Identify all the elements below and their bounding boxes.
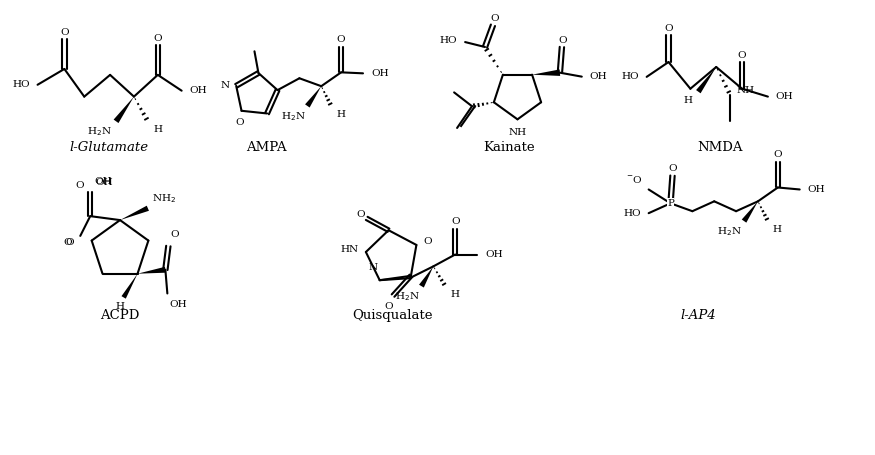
Text: O: O bbox=[60, 28, 69, 37]
Text: Kainate: Kainate bbox=[484, 142, 536, 155]
Text: H: H bbox=[154, 125, 163, 134]
Polygon shape bbox=[137, 267, 165, 274]
Text: NH: NH bbox=[508, 128, 527, 137]
Text: OH: OH bbox=[808, 185, 825, 194]
Text: H$_2$N: H$_2$N bbox=[395, 290, 419, 303]
Polygon shape bbox=[122, 274, 137, 298]
Text: ACPD: ACPD bbox=[101, 309, 140, 323]
Text: l-AP4: l-AP4 bbox=[681, 309, 716, 323]
Text: O: O bbox=[491, 14, 500, 23]
Text: O: O bbox=[385, 303, 394, 312]
Text: N: N bbox=[368, 263, 378, 272]
Text: NH: NH bbox=[736, 86, 754, 95]
Text: H$_2$N: H$_2$N bbox=[718, 225, 742, 238]
Text: H: H bbox=[116, 302, 124, 311]
Text: O: O bbox=[64, 238, 73, 247]
Text: NH$_2$: NH$_2$ bbox=[152, 192, 176, 205]
Text: O: O bbox=[153, 34, 162, 43]
Polygon shape bbox=[120, 206, 149, 220]
Text: H$_2$N: H$_2$N bbox=[281, 110, 305, 123]
Text: HN: HN bbox=[340, 244, 359, 253]
Text: l-Glutamate: l-Glutamate bbox=[69, 142, 149, 155]
Polygon shape bbox=[419, 266, 433, 288]
Text: OH: OH bbox=[485, 250, 502, 259]
Text: OH: OH bbox=[170, 300, 187, 309]
Text: O: O bbox=[424, 238, 432, 247]
Text: O: O bbox=[235, 118, 244, 126]
Text: HO: HO bbox=[623, 209, 640, 217]
Text: O: O bbox=[558, 35, 567, 45]
Text: OH: OH bbox=[371, 69, 388, 78]
Text: O: O bbox=[738, 51, 746, 60]
Text: OH: OH bbox=[94, 177, 112, 186]
Text: OH: OH bbox=[95, 177, 113, 187]
Polygon shape bbox=[532, 70, 560, 76]
Text: H: H bbox=[683, 96, 692, 105]
Polygon shape bbox=[114, 96, 134, 123]
Text: O: O bbox=[774, 151, 782, 159]
Text: N: N bbox=[220, 81, 229, 90]
Text: OH: OH bbox=[190, 86, 207, 95]
Text: O: O bbox=[664, 24, 673, 33]
Text: HO: HO bbox=[439, 35, 457, 45]
Text: O: O bbox=[66, 238, 74, 247]
Text: H: H bbox=[336, 110, 345, 119]
Text: O: O bbox=[668, 164, 676, 173]
Polygon shape bbox=[742, 201, 758, 222]
Text: O: O bbox=[75, 181, 84, 190]
Text: H: H bbox=[773, 225, 782, 234]
Text: O: O bbox=[337, 35, 346, 44]
Polygon shape bbox=[305, 86, 321, 107]
Text: H: H bbox=[451, 290, 459, 299]
Text: AMPA: AMPA bbox=[246, 142, 286, 155]
Text: O: O bbox=[451, 217, 459, 227]
Text: $^{-}$O: $^{-}$O bbox=[626, 173, 643, 185]
Text: O: O bbox=[356, 210, 365, 219]
Polygon shape bbox=[696, 67, 717, 93]
Text: OH: OH bbox=[590, 72, 607, 81]
Text: HO: HO bbox=[621, 72, 639, 81]
Text: Quisqualate: Quisqualate bbox=[352, 309, 432, 323]
Text: OH: OH bbox=[776, 92, 794, 101]
Text: NMDA: NMDA bbox=[697, 142, 743, 155]
Text: P: P bbox=[667, 199, 674, 208]
Text: HO: HO bbox=[12, 80, 30, 89]
Text: H$_2$N: H$_2$N bbox=[88, 125, 112, 138]
Text: O: O bbox=[171, 230, 179, 239]
